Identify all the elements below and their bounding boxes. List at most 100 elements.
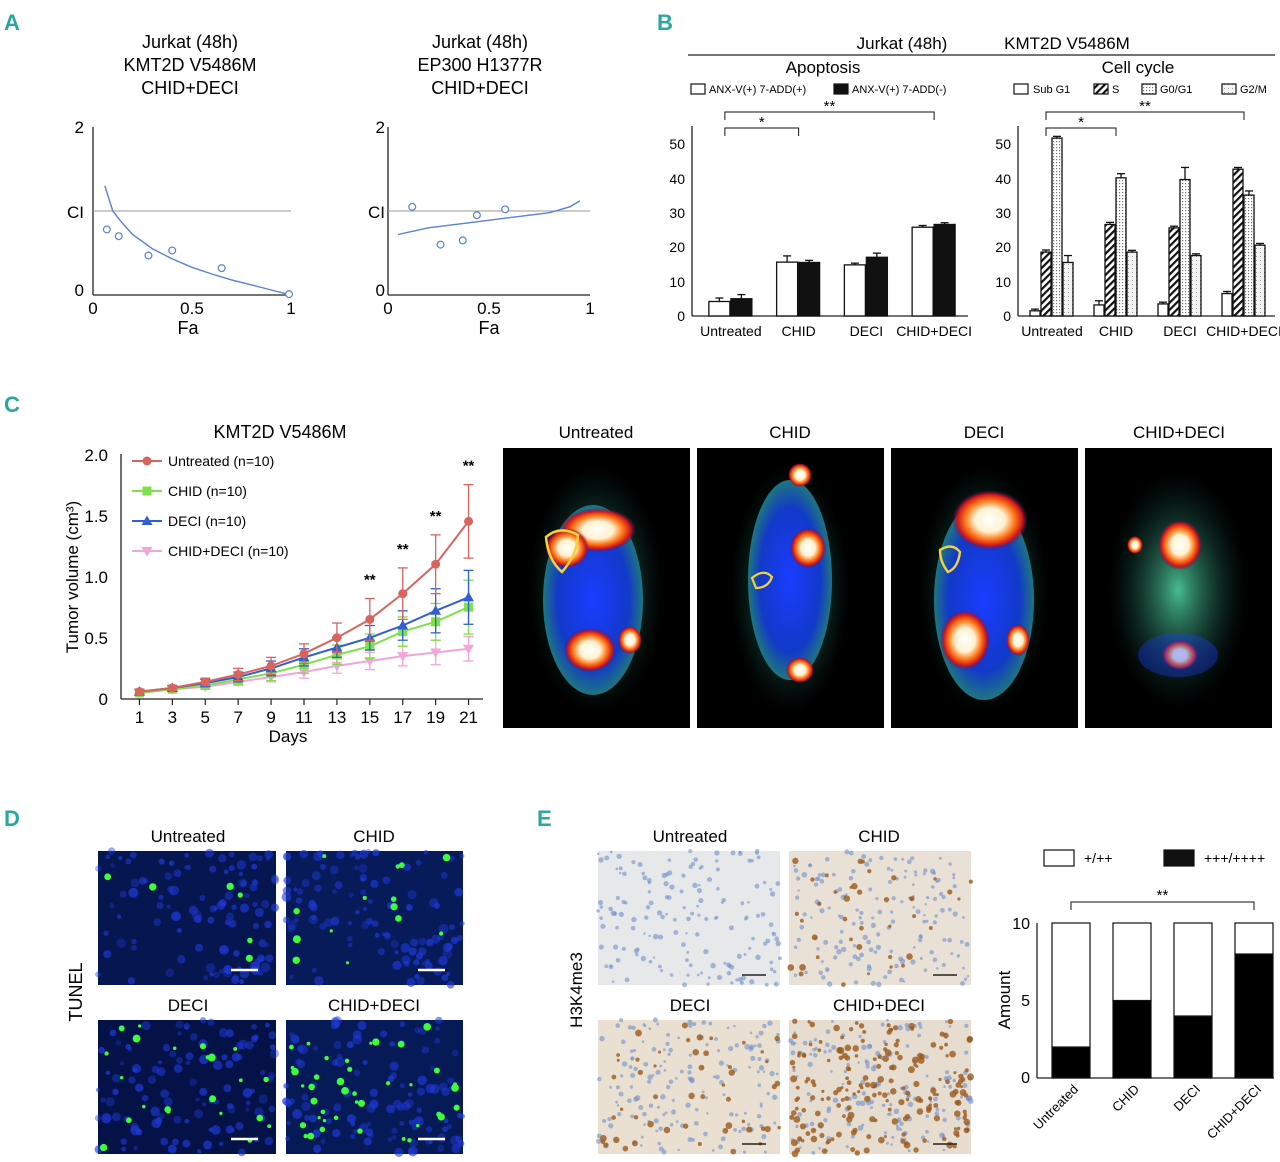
bar — [730, 298, 753, 317]
nucleus-dot — [349, 852, 355, 858]
tunel-positive-dot — [341, 1086, 349, 1095]
nucleus-dot — [887, 1092, 891, 1096]
nucleus-dot — [943, 1085, 946, 1088]
nucleus-dot — [642, 875, 648, 881]
stained-nucleus — [647, 1120, 654, 1128]
stained-nucleus — [631, 1140, 638, 1147]
nucleus-dot — [748, 946, 752, 950]
nucleus-dot — [730, 981, 734, 985]
nucleus-dot — [176, 1056, 184, 1064]
tunel-label: CHID — [353, 827, 395, 846]
nucleus-dot — [932, 957, 938, 962]
stained-nucleus — [957, 1078, 964, 1085]
bar-high-score — [1112, 999, 1152, 1079]
nucleus-dot — [418, 1027, 426, 1035]
nucleus-dot — [386, 1104, 395, 1114]
nucleus-dot — [686, 973, 690, 977]
nucleus-dot — [406, 977, 416, 987]
nucleus-dot — [608, 1123, 614, 1129]
stained-nucleus — [849, 937, 853, 942]
y-tick-label: 10 — [669, 274, 685, 290]
data-point — [142, 486, 152, 496]
nucleus-dot — [877, 909, 883, 915]
nucleus-dot — [613, 944, 619, 950]
data-point — [436, 240, 445, 249]
nucleus-dot — [228, 919, 237, 928]
x-tick-label: CHID — [1109, 1082, 1142, 1115]
data-point — [168, 246, 177, 255]
stained-nucleus — [635, 1029, 642, 1037]
nucleus-dot — [252, 901, 258, 908]
nucleus-dot — [658, 1146, 664, 1152]
nucleus-dot — [714, 1074, 720, 1080]
stained-nucleus — [789, 1059, 796, 1066]
nucleus-dot — [778, 956, 782, 961]
nucleus-dot — [383, 932, 392, 940]
nucleus-dot — [203, 1140, 213, 1150]
nucleus-dot — [923, 868, 928, 873]
nucleus-dot — [959, 940, 964, 944]
nucleus-dot — [748, 1065, 751, 1069]
tumor-outline — [544, 529, 580, 574]
tunel-positive-dot — [237, 892, 243, 898]
stained-nucleus — [611, 1074, 617, 1080]
nucleus-dot — [763, 1150, 767, 1154]
nucleus-dot — [408, 947, 417, 956]
nucleus-dot — [218, 854, 227, 863]
legend-label: DECI (n=10) — [168, 513, 246, 529]
nucleus-dot — [615, 895, 620, 901]
nucleus-dot — [804, 970, 808, 975]
nucleus-dot — [944, 1070, 950, 1075]
nucleus-dot — [662, 1112, 666, 1117]
nucleus-dot — [924, 903, 928, 906]
nucleus-dot — [941, 1133, 945, 1137]
nucleus-dot — [609, 850, 613, 854]
nucleus-dot — [696, 973, 700, 977]
nucleus-dot — [809, 1040, 812, 1044]
data-point — [463, 591, 475, 602]
nucleus-dot — [962, 1082, 968, 1088]
nucleus-dot — [163, 1097, 173, 1107]
significance-label: ** — [430, 508, 442, 525]
stained-nucleus — [843, 895, 851, 902]
nucleus-dot — [656, 1022, 660, 1026]
data-point — [144, 251, 153, 260]
data-point — [501, 205, 510, 214]
nucleus-dot — [254, 1107, 264, 1117]
nucleus-dot — [205, 848, 214, 858]
nucleus-dot — [382, 876, 391, 885]
nucleus-dot — [329, 865, 339, 875]
nucleus-dot — [754, 883, 760, 889]
nucleus-dot — [700, 971, 704, 975]
tunel-positive-dot — [369, 1041, 373, 1045]
nucleus-dot — [437, 934, 444, 941]
nucleus-dot — [890, 910, 894, 914]
nucleus-dot — [653, 1118, 659, 1124]
nucleus-dot — [935, 1107, 940, 1112]
stained-nucleus — [837, 1046, 845, 1054]
nucleus-dot — [597, 1076, 602, 1082]
nucleus-dot — [641, 1040, 645, 1043]
nucleus-dot — [747, 858, 752, 863]
stained-nucleus — [805, 1076, 811, 1082]
stained-nucleus — [663, 1126, 671, 1134]
nucleus-dot — [899, 1128, 903, 1131]
nucleus-dot — [855, 956, 861, 962]
nucleus-dot — [209, 865, 217, 873]
stained-nucleus — [888, 1078, 894, 1084]
nucleus-dot — [442, 1126, 448, 1133]
tunel-positive-dot — [238, 1078, 243, 1083]
nucleus-dot — [652, 933, 659, 940]
nucleus-dot — [323, 1108, 330, 1116]
nucleus-dot — [618, 1091, 624, 1097]
nucleus-dot — [618, 866, 623, 871]
nucleus-dot — [728, 1045, 734, 1052]
nucleus-dot — [242, 1088, 253, 1098]
stained-nucleus — [842, 916, 848, 922]
tunel-positive-dot — [442, 853, 451, 862]
nucleus-dot — [744, 915, 749, 920]
nucleus-dot — [922, 872, 926, 876]
nucleus-dot — [332, 889, 337, 895]
panel-label-c: C — [4, 392, 20, 417]
stained-nucleus — [968, 879, 973, 884]
